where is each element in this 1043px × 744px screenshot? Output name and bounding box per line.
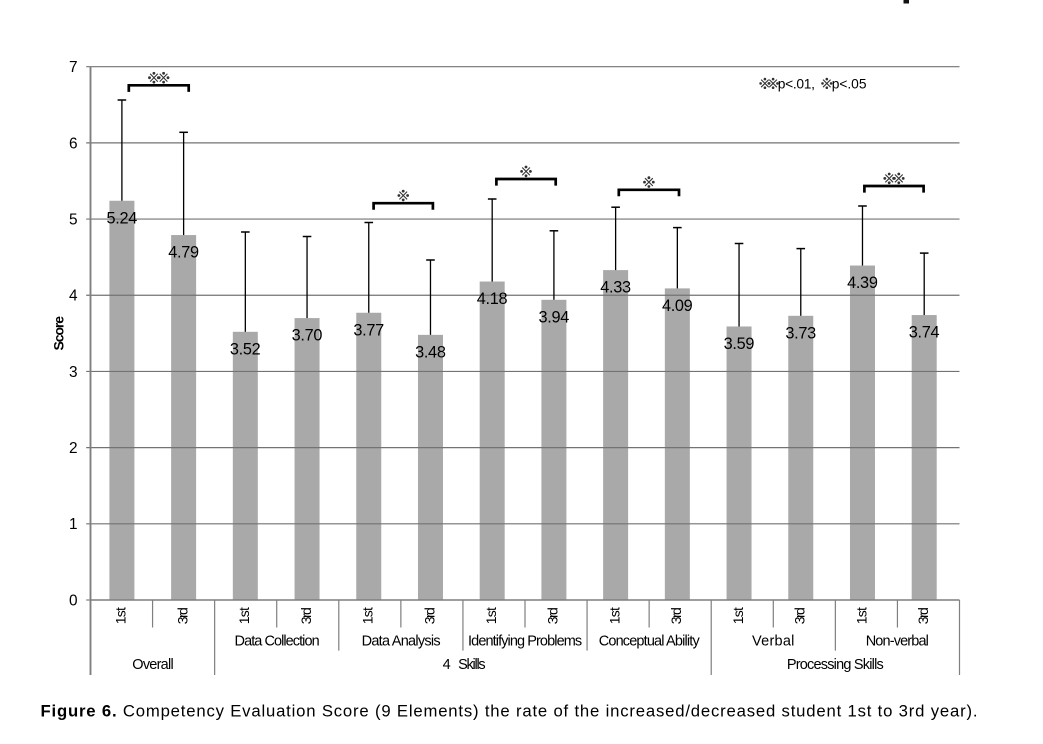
svg-text:5.24: 5.24	[107, 209, 138, 227]
svg-text:3.74: 3.74	[909, 324, 940, 342]
svg-text:3rd: 3rd	[915, 607, 931, 624]
svg-text:Processing Skills: Processing Skills	[787, 657, 884, 673]
svg-text:3.48: 3.48	[415, 343, 446, 361]
svg-text:1st: 1st	[853, 607, 869, 624]
svg-text:Non-verbal: Non-verbal	[866, 634, 929, 650]
svg-text:5: 5	[69, 211, 78, 228]
svg-text:Skills: Skills	[458, 657, 486, 673]
svg-text:Figure 6. Competency Evaluatio: Figure 6. Competency Evaluation Score (9…	[41, 702, 979, 721]
svg-text:3.52: 3.52	[230, 340, 261, 358]
svg-text:3.73: 3.73	[785, 324, 816, 342]
svg-text:3rd: 3rd	[545, 607, 561, 624]
svg-text:1st: 1st	[483, 607, 499, 624]
svg-text:6: 6	[69, 135, 78, 152]
svg-text:4.33: 4.33	[600, 279, 631, 297]
svg-text:3.59: 3.59	[724, 335, 755, 353]
svg-text:2: 2	[69, 440, 78, 457]
svg-text:4.79: 4.79	[168, 244, 199, 262]
svg-text:1st: 1st	[606, 607, 622, 624]
svg-text:7: 7	[69, 59, 78, 76]
svg-text:4.18: 4.18	[477, 290, 508, 308]
svg-text:3rd: 3rd	[668, 607, 684, 624]
svg-text:3: 3	[69, 364, 78, 381]
svg-text:3rd: 3rd	[298, 607, 314, 624]
svg-text:1st: 1st	[113, 607, 129, 624]
svg-text:3rd: 3rd	[792, 607, 808, 624]
svg-text:3.94: 3.94	[539, 308, 570, 326]
svg-text:0: 0	[69, 592, 78, 609]
svg-text:1: 1	[69, 516, 78, 533]
svg-text:Data Analysis: Data Analysis	[362, 634, 441, 650]
svg-text:4: 4	[443, 657, 451, 673]
svg-text:3rd: 3rd	[174, 607, 190, 624]
svg-text:1st: 1st	[730, 607, 746, 624]
svg-text:3rd: 3rd	[421, 607, 437, 624]
svg-text:1st: 1st	[236, 607, 252, 624]
svg-text:4.09: 4.09	[662, 297, 693, 315]
svg-text:Score: Score	[51, 316, 67, 351]
svg-text:p<.05: p<.05	[832, 76, 867, 91]
svg-text:Verbal: Verbal	[752, 634, 794, 650]
svg-text:1st: 1st	[360, 607, 376, 624]
svg-text:3.70: 3.70	[292, 327, 323, 345]
svg-text:4.39: 4.39	[847, 274, 878, 292]
svg-text:Overall: Overall	[132, 657, 173, 673]
svg-text:4: 4	[69, 288, 78, 305]
svg-text:p<.01,: p<.01,	[778, 76, 815, 91]
svg-text:Conceptual Ability: Conceptual Ability	[599, 634, 701, 650]
svg-text:Identifying Problems: Identifying Problems	[468, 634, 582, 650]
svg-text:Data Collection: Data Collection	[235, 634, 320, 650]
svg-text:3.77: 3.77	[353, 321, 384, 339]
